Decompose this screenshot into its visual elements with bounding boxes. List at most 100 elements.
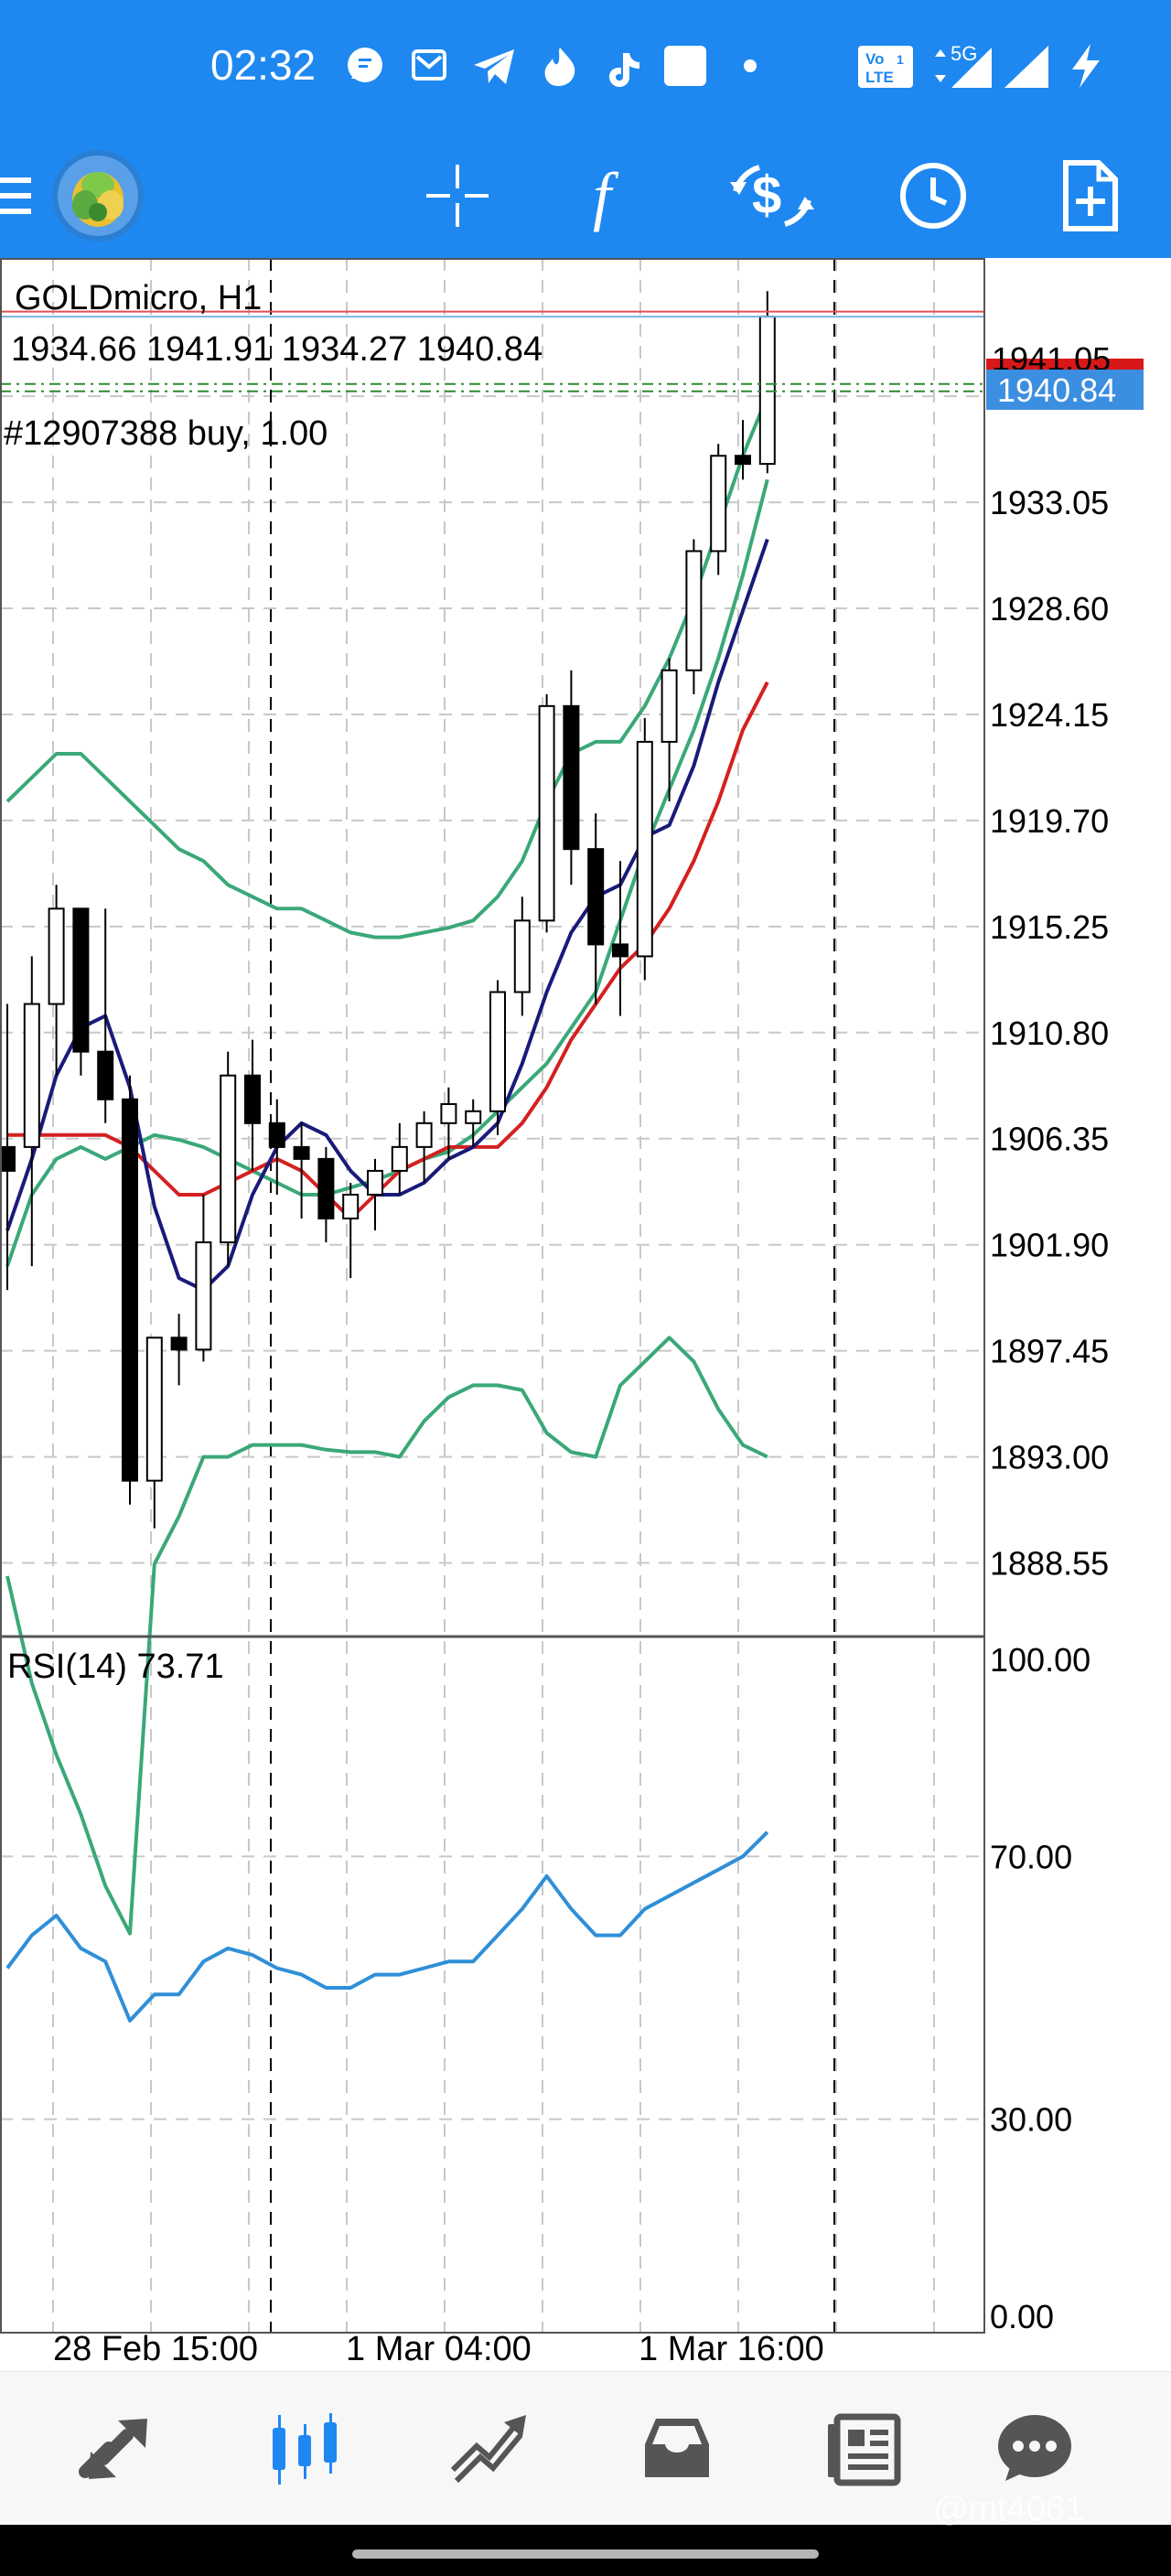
- candle-body: [685, 550, 703, 671]
- candle: [48, 885, 65, 1076]
- candle-body: [489, 991, 506, 1112]
- metatrader-logo-icon: [52, 149, 144, 242]
- svg-text:LTE: LTE: [865, 69, 894, 86]
- candle-body: [563, 704, 580, 851]
- quotes-icon: [79, 2419, 147, 2479]
- home-gesture-bar[interactable]: [352, 2549, 819, 2559]
- nav-messages[interactable]: [942, 2372, 1125, 2526]
- price-axis-label: 1928.60: [990, 590, 1109, 628]
- nav-quotes[interactable]: [26, 2372, 209, 2526]
- time-axis-label: 28 Feb 15:00: [53, 2330, 258, 2368]
- price-axis-label: 1910.80: [990, 1014, 1109, 1052]
- candle-body: [170, 1336, 188, 1351]
- app-logo: [48, 133, 148, 258]
- signal-icon: [1004, 46, 1048, 88]
- candle: [440, 1087, 457, 1159]
- dot-icon: [744, 59, 757, 72]
- candle: [685, 539, 703, 694]
- candle: [612, 861, 628, 1016]
- candle: [220, 1051, 237, 1267]
- svg-text:$: $: [752, 166, 781, 225]
- charts-icon: [273, 2413, 337, 2485]
- candle-body: [367, 1169, 383, 1196]
- status-time: 02:32: [210, 41, 317, 89]
- nav-history[interactable]: [586, 2372, 768, 2526]
- candle: [489, 980, 506, 1135]
- new-chart-button[interactable]: [1036, 133, 1145, 258]
- candle: [293, 1122, 310, 1219]
- price-axis-label: 1933.05: [990, 484, 1109, 521]
- candle: [735, 420, 751, 480]
- price-lines: [0, 310, 984, 392]
- candle-body: [735, 455, 751, 466]
- price-axis-label: 1906.35: [990, 1121, 1109, 1158]
- nav-news[interactable]: [772, 2372, 955, 2526]
- crosshair-button[interactable]: [403, 133, 512, 258]
- candle: [244, 1039, 261, 1171]
- candle: [513, 896, 531, 1016]
- network-type: 5G: [951, 42, 977, 65]
- trade-icon: [450, 2415, 526, 2484]
- trade-button[interactable]: $: [717, 133, 827, 258]
- candle-body: [415, 1122, 433, 1148]
- candlesticks: [0, 291, 776, 1529]
- candle: [538, 693, 555, 933]
- candle-body: [0, 1145, 16, 1172]
- square-app-icon: [664, 46, 706, 86]
- rsi-indicator: [5, 1830, 769, 2023]
- candle: [710, 444, 727, 575]
- price-axis-label: 1919.70: [990, 802, 1109, 840]
- candle-body: [244, 1074, 261, 1124]
- candle: [145, 1336, 163, 1529]
- telegram-icon: [474, 49, 514, 84]
- candle-body: [268, 1122, 285, 1148]
- svg-text:1: 1: [897, 52, 904, 67]
- symbol-label: GOLDmicro, H1: [15, 279, 262, 317]
- indicators-icon: f: [593, 159, 619, 232]
- menu-icon: [0, 177, 31, 214]
- price-chart[interactable]: 1937.501933.051928.601924.151919.701915.…: [0, 258, 1171, 2371]
- candle: [317, 1146, 335, 1243]
- candle-body: [513, 919, 531, 993]
- candle: [465, 1099, 482, 1147]
- candle: [0, 1004, 16, 1291]
- candle: [268, 1099, 285, 1195]
- flame-icon: [544, 48, 575, 86]
- candle-body: [145, 1336, 163, 1482]
- candle: [23, 956, 40, 1267]
- time-axis-label: 1 Mar 04:00: [346, 2330, 532, 2368]
- tiktok-icon: [609, 53, 639, 87]
- candle-body: [23, 1003, 40, 1148]
- chart-grid: [0, 258, 984, 2333]
- nav-trade[interactable]: [399, 2372, 582, 2526]
- status-bar: 02:32: [0, 0, 1171, 133]
- crosshair-icon: [426, 164, 489, 227]
- candle-body: [661, 669, 678, 743]
- order-label: #12907388 buy, 1.00: [4, 414, 328, 453]
- bollinger-middle: [5, 478, 769, 1267]
- nav-charts[interactable]: [212, 2372, 395, 2526]
- candle-body: [122, 1098, 138, 1482]
- candle-body: [612, 943, 628, 958]
- timeframe-button[interactable]: [878, 133, 988, 258]
- chart-area[interactable]: 1937.501933.051928.601924.151919.701915.…: [0, 258, 1171, 2371]
- bid-price-label: 1940.84: [997, 371, 1116, 409]
- candle-body: [293, 1145, 310, 1160]
- candle: [661, 658, 678, 802]
- candle-body: [587, 848, 605, 946]
- status-icons: Vo LTE 1 5G: [348, 42, 1100, 88]
- time-axis-label: 1 Mar 16:00: [639, 2330, 824, 2368]
- ohlc-label: 1934.66 1941.91 1934.27 1940.84: [11, 330, 543, 369]
- indicators-button[interactable]: f: [560, 133, 670, 258]
- candle: [367, 1158, 383, 1231]
- rsi-axis-label: 70.00: [990, 1838, 1072, 1875]
- news-icon: [828, 2413, 901, 2486]
- menu-button[interactable]: [0, 133, 37, 258]
- candle: [758, 291, 776, 474]
- candle-body: [72, 907, 90, 1053]
- candle: [636, 717, 653, 981]
- candle: [415, 1111, 433, 1183]
- candle-body: [391, 1145, 408, 1172]
- candle-body: [465, 1110, 482, 1124]
- timeframe-icon: [900, 162, 966, 229]
